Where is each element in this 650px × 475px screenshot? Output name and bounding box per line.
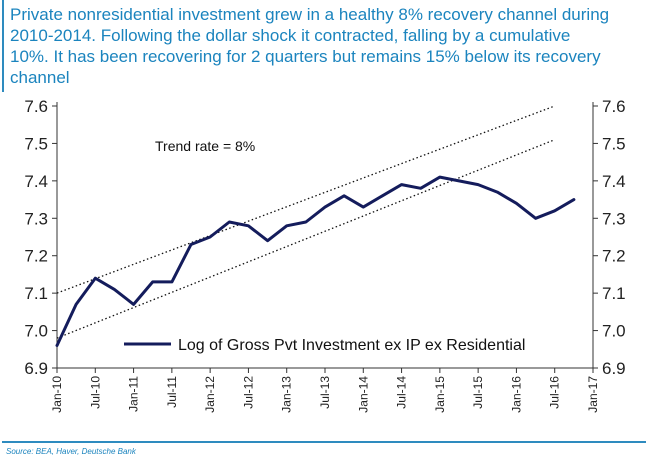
- trend-rate-annotation: Trend rate = 8%: [155, 138, 255, 154]
- x-tick-label: Jul-12: [241, 376, 255, 409]
- y-tick-label-right: 7.5: [602, 134, 626, 153]
- y-tick-label-left: 7.4: [24, 172, 48, 191]
- y-tick-label-right: 7.6: [602, 97, 626, 116]
- chart-labels: 6.9 6.9 7.0 7.0 7.1 7.1 7.2 7.2 7.3 7.3 7.4 7.4 7.5 7…: [24, 97, 625, 413]
- y-tick-label-right: 7.0: [602, 322, 626, 341]
- y-tick-label-left: 7.6: [24, 97, 48, 116]
- x-tick-label: Jan-14: [356, 376, 370, 413]
- trend-line: [56, 139, 555, 339]
- y-tick-label-left: 7.2: [24, 247, 48, 266]
- y-tick-label-left: 7.3: [24, 209, 48, 228]
- x-tick-label: Jan-16: [509, 376, 523, 413]
- x-tick-label: Jan-11: [127, 376, 141, 412]
- y-tick-label-left: 7.0: [24, 322, 48, 341]
- x-tick-label: Jul-11: [165, 376, 179, 408]
- x-tick-label: Jan-17: [586, 376, 600, 413]
- x-tick-label: Jul-16: [548, 376, 562, 409]
- legend-label: Log of Gross Pvt Investment ex IP ex Res…: [178, 337, 525, 354]
- y-tick-label-left: 7.1: [24, 284, 48, 303]
- trend-lines: [56, 105, 555, 339]
- x-tick-label: Jan-10: [50, 376, 64, 413]
- y-tick-label-right: 6.9: [602, 359, 626, 378]
- series-lines: [55, 175, 576, 347]
- x-tick-label: Jan-13: [280, 376, 294, 413]
- y-tick-label-left: 6.9: [24, 359, 48, 378]
- y-tick-label-left: 7.5: [24, 134, 48, 153]
- x-tick-label: Jul-10: [88, 376, 102, 409]
- y-tick-label-right: 7.4: [602, 172, 626, 191]
- x-tick-label: Jul-14: [395, 376, 409, 409]
- x-tick-label: Jan-12: [203, 376, 217, 413]
- y-tick-label-right: 7.2: [602, 247, 626, 266]
- chart-title: Private nonresidential investment grew i…: [10, 5, 610, 87]
- axes: [52, 102, 598, 373]
- series-line: [55, 175, 576, 347]
- source-note: Source: BEA, Haver, Deutsche Bank: [6, 447, 136, 456]
- x-tick-label: Jan-15: [433, 376, 447, 413]
- x-tick-label: Jul-15: [471, 376, 485, 409]
- bottom-divider: [2, 441, 646, 443]
- y-tick-label-right: 7.1: [602, 284, 626, 303]
- x-tick-label: Jul-13: [318, 376, 332, 409]
- y-tick-label-right: 7.3: [602, 209, 626, 228]
- chart-title-box: Private nonresidential investment grew i…: [2, 0, 646, 92]
- trend-line: [56, 105, 555, 294]
